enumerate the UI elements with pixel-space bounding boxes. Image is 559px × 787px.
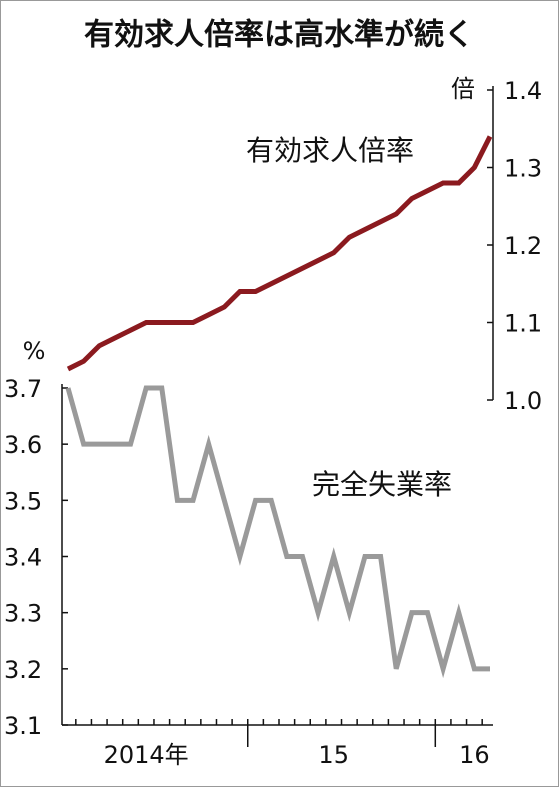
- y2-tick-label: 1.2: [504, 232, 542, 260]
- y-tick-label: 3.4: [4, 544, 42, 572]
- y2-axis-unit: 倍: [451, 75, 475, 103]
- series-line: [65, 385, 490, 679]
- y2-tick-label: 1.4: [504, 77, 542, 105]
- y-tick-label: 3.6: [4, 431, 42, 459]
- y2-tick-label: 1.3: [504, 155, 542, 183]
- x-tick-label: 15: [318, 741, 349, 769]
- series-label: 完全失業率: [312, 468, 452, 501]
- series-line: [66, 135, 493, 372]
- y-tick-label: 3.2: [4, 656, 42, 684]
- y-tick-label: 3.3: [4, 600, 42, 628]
- x-tick-label: 16: [459, 741, 490, 769]
- y-tick-label: 3.5: [4, 487, 42, 515]
- chart-title: 有効求人倍率は高水準が続く: [84, 18, 474, 53]
- y-tick-label: 3.7: [4, 375, 42, 403]
- x-tick-label: 2014年: [104, 741, 189, 769]
- series-label: 有効求人倍率: [246, 134, 414, 167]
- y2-tick-label: 1.1: [504, 310, 542, 338]
- y-tick-label: 3.1: [4, 712, 42, 740]
- y-axis-unit: %: [23, 337, 46, 365]
- y2-tick-label: 1.0: [504, 387, 542, 415]
